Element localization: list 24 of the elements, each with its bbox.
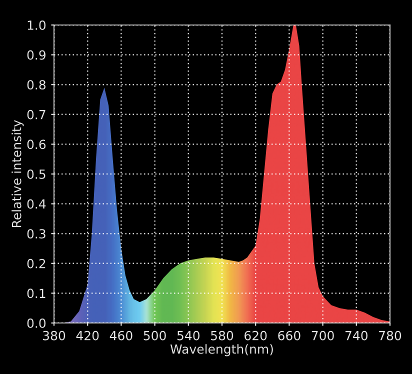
y-tick-label: 0.8 [27, 80, 46, 90]
y-tick-label: 0.9 [27, 50, 46, 60]
x-tick-label: 620 [244, 330, 267, 340]
x-tick-label: 700 [312, 330, 334, 340]
y-tick-label: 1.0 [28, 20, 46, 30]
y-tick-label: 0.2 [27, 258, 46, 268]
x-tick-label: 500 [144, 330, 166, 340]
y-tick-label: 0.5 [27, 169, 46, 179]
x-tick-label: 540 [177, 330, 200, 340]
x-tick-label: 660 [278, 330, 300, 340]
y-axis-title: Relative intensity [12, 120, 24, 228]
y-tick-label: 0.3 [27, 229, 46, 239]
x-tick-label: 580 [211, 330, 234, 340]
x-tick-label: 460 [110, 330, 132, 340]
y-tick-label: 0.7 [27, 110, 46, 120]
y-tick-label: 0.4 [27, 199, 46, 209]
x-tick-label: 740 [345, 330, 368, 340]
x-tick-label: 420 [76, 330, 99, 340]
x-tick-label: 380 [43, 330, 66, 340]
x-axis-title: Wavelength(nm) [170, 344, 273, 356]
y-tick-label: 0.0 [27, 318, 46, 328]
y-tick-label: 0.6 [27, 140, 46, 150]
x-tick-label: 780 [379, 330, 402, 340]
y-tick-label: 0.1 [27, 288, 46, 298]
